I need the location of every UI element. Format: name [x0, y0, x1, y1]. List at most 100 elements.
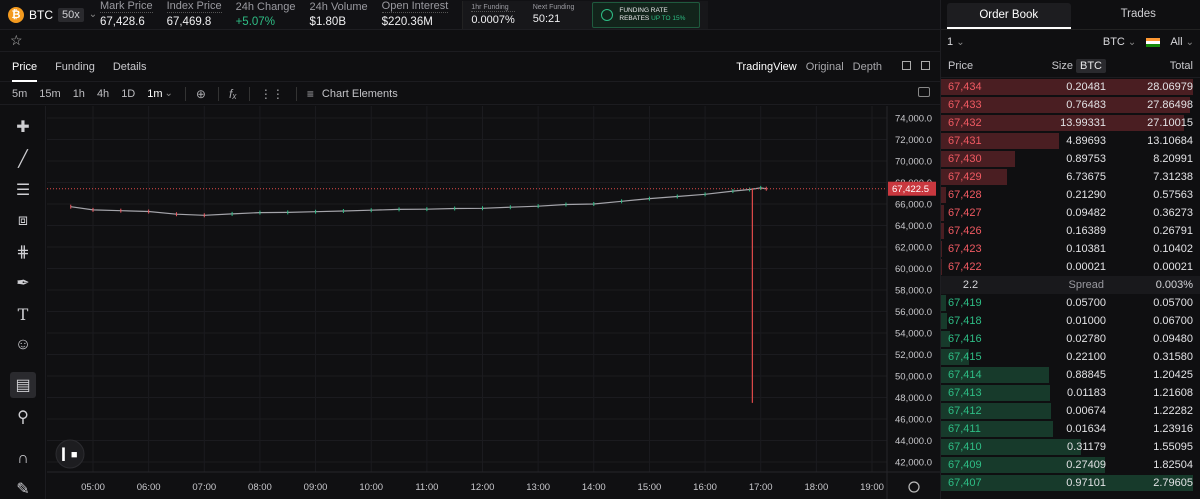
price-chart[interactable]: 74,000.072,000.070,000.068,000.066,000.0… — [47, 106, 940, 499]
chevron-down-icon: ⌄ — [956, 37, 965, 48]
bid-row[interactable]: 67,418 0.01000 0.06700 — [941, 312, 1200, 330]
ask-size: 0.76483 — [1066, 99, 1106, 111]
favorites-bar: ☆ — [0, 30, 940, 52]
depth-bar — [941, 151, 1015, 167]
col-size-label: Size — [1051, 59, 1073, 72]
brush-icon[interactable]: ✒ — [16, 275, 30, 292]
star-icon[interactable]: ☆ — [10, 32, 23, 48]
text-tool-icon[interactable]: T — [17, 304, 29, 324]
funding-box: 1hr Funding 0.0007% Next Funding 50:21 F… — [462, 0, 709, 29]
interval-1m[interactable]: 1m — [147, 87, 163, 100]
depth-bar — [941, 421, 1053, 437]
fx-icon[interactable]: fₓ — [228, 86, 237, 101]
unit-select[interactable]: BTC ⌄ — [1103, 36, 1136, 48]
maximize-icon[interactable] — [902, 61, 911, 70]
bid-row[interactable]: 67,407 0.97101 2.79605 — [941, 474, 1200, 492]
ask-price: 67,433 — [948, 99, 982, 111]
bid-row[interactable]: 67,410 0.31179 1.55095 — [941, 438, 1200, 456]
bid-total: 1.20425 — [1153, 369, 1193, 381]
ask-row[interactable]: 67,432 13.99331 27.10015 — [941, 114, 1200, 132]
ask-row[interactable]: 67,429 6.73675 7.31238 — [941, 168, 1200, 186]
ruler-icon[interactable]: ▤ — [10, 372, 36, 398]
depth-bar — [941, 115, 1185, 131]
leverage-badge[interactable]: 50x — [58, 7, 84, 22]
list-icon[interactable]: ≡ — [306, 86, 314, 101]
asset-selector[interactable]: ₿ BTC 50x ⌄ — [0, 6, 100, 23]
ask-size: 0.20481 — [1066, 81, 1106, 93]
ask-total: 8.20991 — [1153, 153, 1193, 165]
ask-row[interactable]: 67,431 4.89693 13.10684 — [941, 132, 1200, 150]
stat-label: Open Interest — [381, 0, 449, 13]
fib-lines-icon[interactable]: ☰ — [15, 182, 31, 199]
bid-row[interactable]: 67,416 0.02780 0.09480 — [941, 330, 1200, 348]
ask-row[interactable]: 67,428 0.21290 0.57563 — [941, 186, 1200, 204]
tab-details[interactable]: Details — [112, 60, 147, 73]
bid-row[interactable]: 67,409 0.27409 1.82504 — [941, 456, 1200, 474]
bid-row[interactable]: 67,411 0.01634 1.23916 — [941, 420, 1200, 438]
ask-row[interactable]: 67,427 0.09482 0.36273 — [941, 204, 1200, 222]
bid-price: 67,419 — [948, 297, 982, 309]
funding-rebate-banner[interactable]: FUNDING RATE REBATES UP TO 15% — [592, 1, 701, 28]
camera-icon[interactable] — [918, 87, 930, 97]
bid-size: 0.01183 — [1067, 387, 1106, 399]
interval-1d[interactable]: 1D — [121, 87, 136, 100]
ask-row[interactable]: 67,422 0.00021 0.00021 — [941, 258, 1200, 276]
ask-row[interactable]: 67,433 0.76483 27.86498 — [941, 96, 1200, 114]
time-tick-label: 14:00 — [582, 482, 606, 493]
ask-row[interactable]: 67,423 0.10381 0.10402 — [941, 240, 1200, 258]
tab-trades[interactable]: Trades — [1120, 8, 1156, 20]
chart-elements-button[interactable]: Chart Elements — [321, 87, 398, 100]
popout-icon[interactable] — [921, 61, 930, 70]
size-unit-toggle[interactable]: BTC — [1076, 58, 1106, 73]
ask-row[interactable]: 67,426 0.16389 0.26791 — [941, 222, 1200, 240]
unit-value: BTC — [1102, 36, 1125, 48]
bid-row[interactable]: 67,419 0.05700 0.05700 — [941, 294, 1200, 312]
view-depth[interactable]: Depth — [852, 61, 882, 73]
stat-mark-price: Mark Price 67,428.6 — [100, 0, 153, 29]
pattern-icon[interactable]: ⧈ — [17, 212, 29, 229]
emoji-icon[interactable]: ☺ — [14, 336, 32, 353]
view-original[interactable]: Original — [805, 61, 844, 73]
bitcoin-icon: ₿ — [8, 6, 24, 23]
depth-bar — [941, 475, 1193, 491]
tab-order-book[interactable]: Order Book — [947, 3, 1071, 29]
side-filter-select[interactable]: All ⌄ — [1170, 36, 1194, 48]
bid-price: 67,413 — [948, 387, 982, 399]
ask-size: 0.09482 — [1066, 207, 1106, 219]
tab-price[interactable]: Price — [12, 52, 38, 82]
bid-row[interactable]: 67,415 0.22100 0.31580 — [941, 348, 1200, 366]
bid-row[interactable]: 67,412 0.00674 1.22282 — [941, 402, 1200, 420]
spread-label: Spread — [1068, 279, 1104, 291]
depth-bar — [941, 295, 947, 311]
price-chart-svg[interactable]: 74,000.072,000.070,000.068,000.066,000.0… — [47, 106, 940, 499]
trendline-icon[interactable]: ╱ — [18, 151, 28, 168]
zoom-in-icon[interactable]: ⚲ — [17, 409, 29, 426]
spread-value: 2.2 — [962, 279, 979, 291]
next-funding: Next Funding 50:21 — [533, 4, 575, 25]
depth-bar — [941, 205, 945, 221]
bid-price: 67,415 — [948, 351, 982, 363]
chart-toolbar: 5m 15m 1h 4h 1D 1m ⌄ ⊕ fₓ ⋮⋮ ≡ Chart Ele… — [0, 83, 940, 105]
tab-funding[interactable]: Funding — [55, 60, 95, 73]
depth-bar — [941, 187, 947, 203]
chevron-down-icon: ⌄ — [1185, 37, 1194, 48]
compare-icon[interactable]: ⋮⋮ — [259, 86, 284, 101]
stat-value: 67,428.6 — [100, 16, 145, 28]
grouping-select[interactable]: 1 ⌄ — [947, 36, 965, 48]
interval-15m[interactable]: 15m — [39, 87, 61, 100]
projection-icon[interactable]: ⋕ — [16, 244, 30, 261]
interval-4h[interactable]: 4h — [96, 87, 110, 100]
ask-row[interactable]: 67,430 0.89753 8.20991 — [941, 150, 1200, 168]
depth-bar — [941, 385, 1051, 401]
ask-row[interactable]: 67,434 0.20481 28.06979 — [941, 78, 1200, 96]
add-indicator-icon[interactable]: ⊕ — [195, 86, 206, 101]
view-tradingview[interactable]: TradingView — [736, 61, 797, 73]
time-tick-label: 13:00 — [526, 482, 550, 493]
bid-row[interactable]: 67,413 0.01183 1.21608 — [941, 384, 1200, 402]
magnet-icon[interactable]: ∩ — [17, 450, 29, 467]
bid-row[interactable]: 67,414 0.88845 1.20425 — [941, 366, 1200, 384]
crosshair-icon[interactable]: ✚ — [16, 119, 30, 136]
interval-1h[interactable]: 1h — [72, 87, 85, 100]
interval-5m[interactable]: 5m — [12, 87, 28, 100]
lock-drawing-icon[interactable]: ✎ — [16, 481, 30, 498]
